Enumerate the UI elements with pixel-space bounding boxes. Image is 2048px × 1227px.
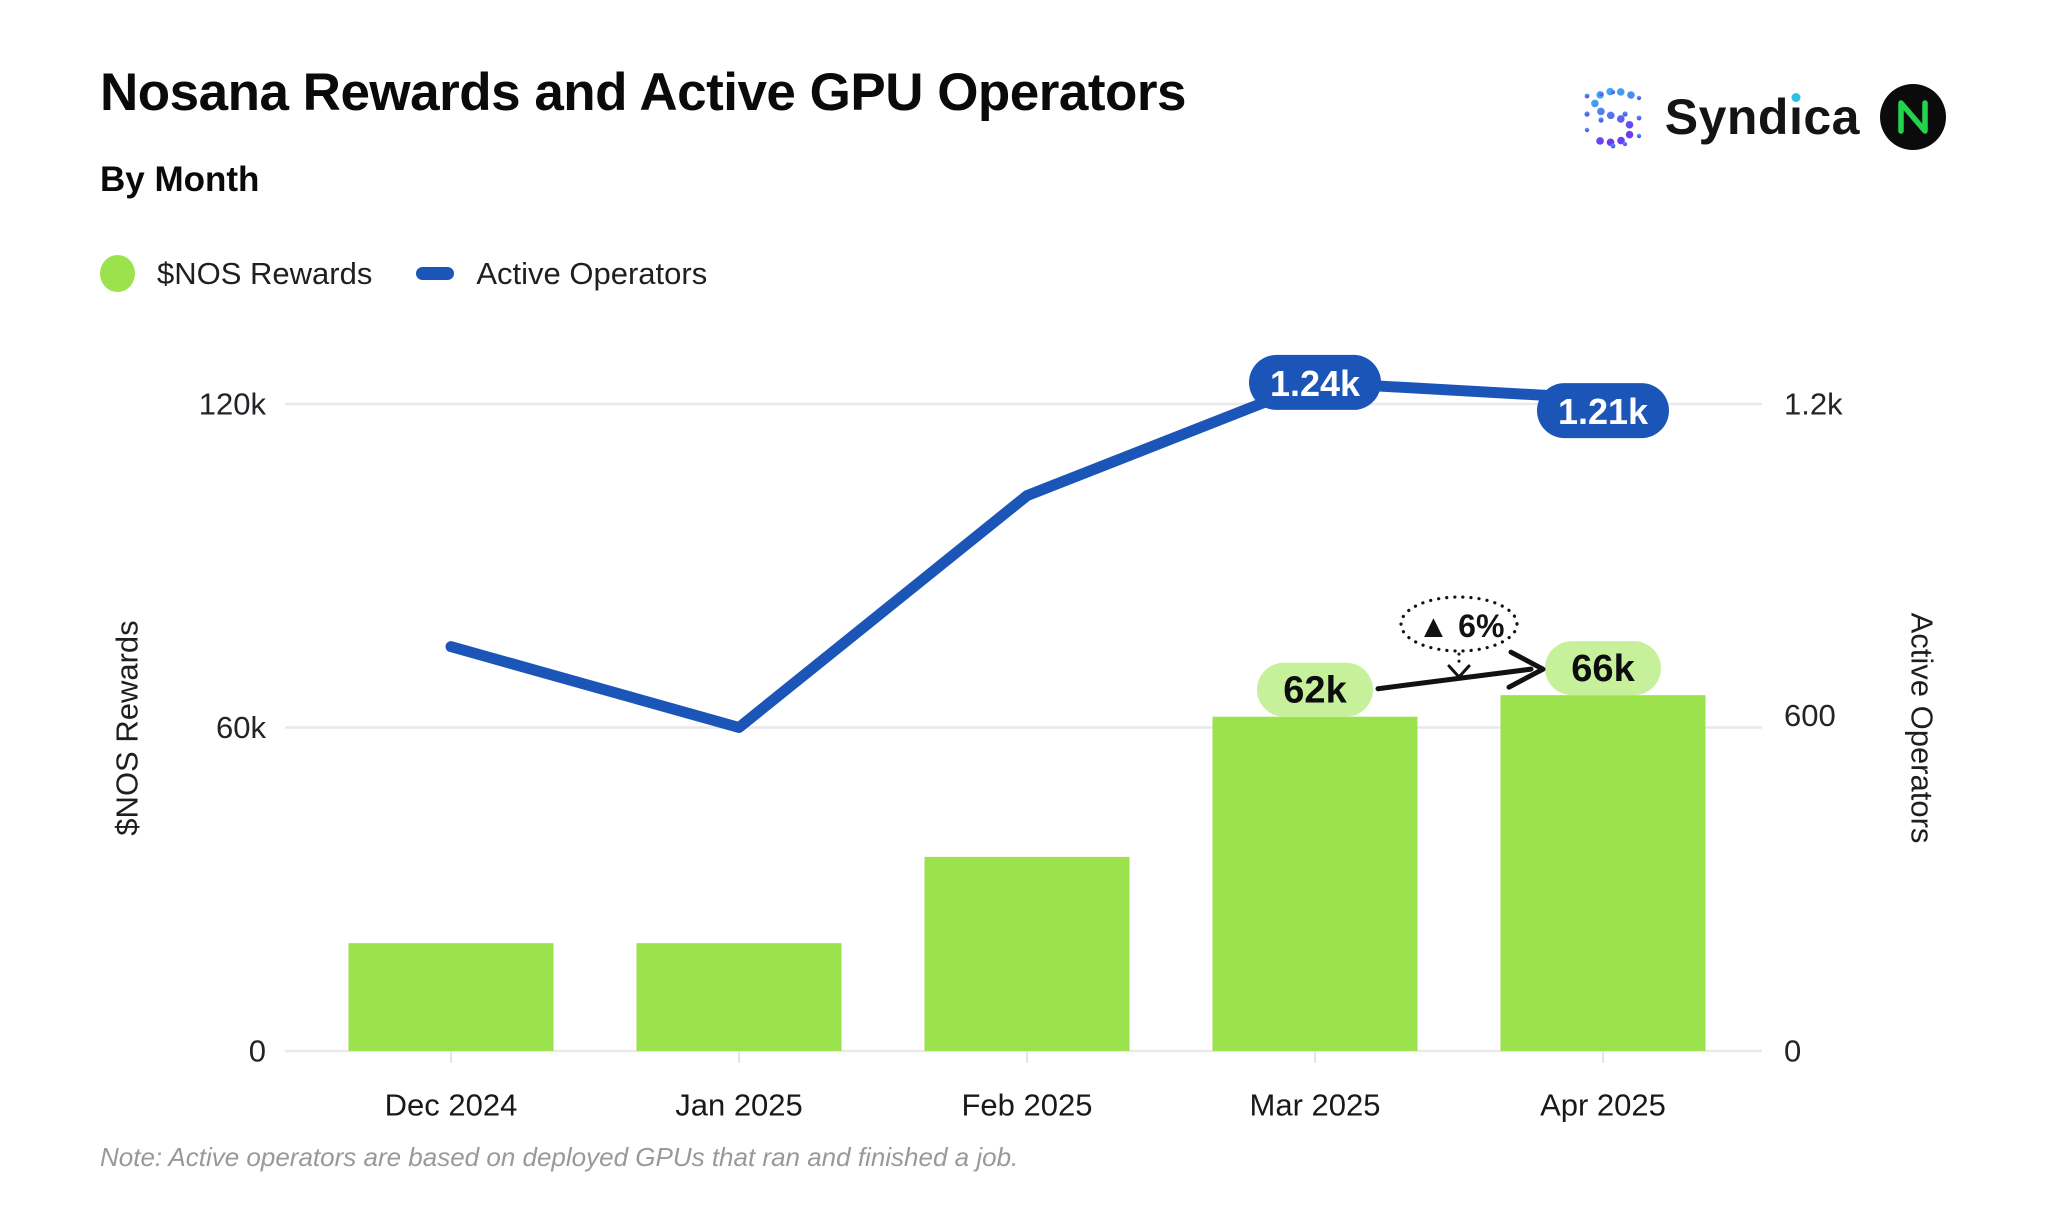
bar-value-pill xyxy=(1257,662,1373,717)
bar-value-label: 66k xyxy=(1571,648,1635,690)
page-subtitle: By Month xyxy=(100,160,260,199)
legend-item-operators: Active Operators xyxy=(416,256,707,292)
operators-legend-label: Active Operators xyxy=(476,255,708,291)
x-axis-label: Mar 2025 xyxy=(1250,1088,1381,1123)
line-value-pill xyxy=(1537,383,1669,439)
right-axis-title: Active Operators xyxy=(1905,613,1940,844)
footnote: Note: Active operators are based on depl… xyxy=(100,1142,1019,1172)
bar-feb-2025 xyxy=(924,856,1130,1051)
line-value-label: 1.21k xyxy=(1558,391,1649,432)
bar-value-label: 62k xyxy=(1283,670,1347,712)
rewards-legend-swatch xyxy=(100,255,135,292)
right-axis-tick-label: 0 xyxy=(1784,1034,1801,1069)
bar-mar-2025 xyxy=(1212,716,1418,1051)
x-axis-label: Feb 2025 xyxy=(962,1088,1093,1123)
growth-arrow-shaft xyxy=(1375,666,1534,692)
bar-jan-2025 xyxy=(636,943,842,1051)
growth-arrow-head xyxy=(1506,649,1546,690)
syndica-logo-icon xyxy=(1584,87,1642,149)
right-axis-tick-label: 1.2k xyxy=(1784,387,1843,422)
x-axis-label: Jan 2025 xyxy=(675,1088,803,1123)
left-axis-title: $NOS Rewards xyxy=(110,620,145,835)
right-axis-tick-label: 600 xyxy=(1784,698,1836,733)
bar-apr-2025 xyxy=(1500,695,1706,1051)
x-axis-label: Apr 2025 xyxy=(1540,1088,1666,1123)
line-value-label: 1.24k xyxy=(1270,363,1361,404)
nosana-logo xyxy=(1880,84,1946,150)
growth-badge xyxy=(1399,595,1519,653)
x-axis-label: Dec 2024 xyxy=(385,1088,518,1123)
rewards-legend-label: $NOS Rewards xyxy=(157,255,373,291)
left-axis-tick-label: 120k xyxy=(199,387,267,422)
growth-badge-label: ▲ 6% xyxy=(1418,608,1505,644)
legend-item-rewards: $NOS Rewards xyxy=(100,255,372,292)
legend: $NOS Rewards Active Operators xyxy=(100,255,707,292)
operators-legend-swatch xyxy=(416,267,455,280)
line-value-pill xyxy=(1249,354,1381,410)
brand-logos: Syndı ca xyxy=(1581,82,1946,152)
active-operators-line xyxy=(445,376,1609,733)
syndica-wordmark: Syndı ca xyxy=(1664,89,1860,145)
page-title: Nosana Rewards and Active GPU Operators xyxy=(100,63,1187,122)
bar-dec-2024 xyxy=(348,943,554,1051)
bar-value-pill xyxy=(1545,641,1661,696)
growth-badge-pointer-head xyxy=(1447,664,1471,679)
left-axis-tick-label: 60k xyxy=(216,710,266,745)
syndica-i-dot xyxy=(1791,93,1801,102)
left-axis-tick-label: 0 xyxy=(249,1034,266,1069)
